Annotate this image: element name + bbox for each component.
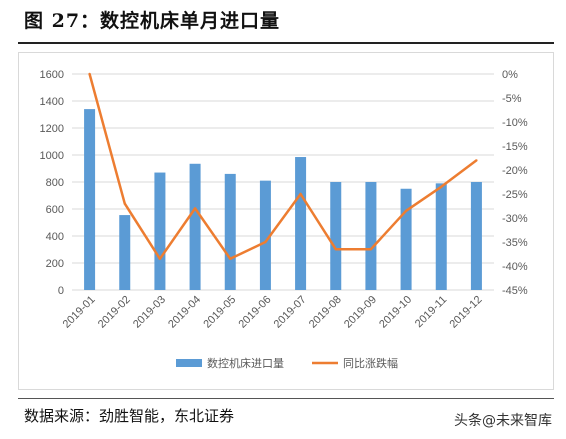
x-tick-label: 2019-09 — [342, 294, 379, 331]
x-tick-label: 2019-12 — [448, 294, 485, 331]
y-left-tick-label: 1000 — [40, 150, 64, 162]
yoy-point — [404, 209, 408, 212]
x-tick-label: 2019-08 — [307, 294, 344, 331]
bar — [189, 163, 201, 290]
x-tick-label: 2019-07 — [272, 294, 309, 331]
yoy-point — [229, 257, 232, 260]
chart-frame — [18, 52, 554, 390]
bar — [119, 215, 131, 290]
x-tick-label: 2019-06 — [237, 294, 274, 331]
y-left-tick-label: 1200 — [40, 123, 64, 135]
yoy-point — [88, 72, 91, 76]
x-tick-label: 2019-10 — [377, 294, 414, 331]
bar — [295, 157, 307, 290]
y-right-tick-label: -20% — [502, 165, 528, 177]
y-right-tick-label: -35% — [502, 237, 528, 249]
x-tick-label: 2019-11 — [413, 294, 449, 330]
yoy-point — [123, 202, 126, 205]
bar — [470, 182, 482, 290]
source-rule — [18, 398, 554, 399]
source-note: 数据来源：劲胜智能，东北证券 — [24, 407, 235, 425]
y-right-tick-label: -30% — [502, 213, 528, 225]
figure-title: 图 27：数控机床单月进口量 — [24, 10, 281, 32]
title-rule — [18, 42, 554, 44]
y-left-tick-label: 0 — [58, 285, 64, 297]
yoy-point — [193, 207, 197, 210]
y-right-tick-label: 0% — [502, 69, 518, 81]
y-left-tick-label: 600 — [46, 204, 64, 216]
legend-label-bar: 数控机床进口量 — [207, 356, 284, 370]
y-right-tick-label: -45% — [502, 285, 528, 297]
bar — [259, 180, 271, 290]
bar — [84, 109, 96, 290]
y-left-tick-label: 1600 — [40, 69, 64, 81]
y-right-tick-label: -15% — [502, 141, 528, 153]
bar — [154, 172, 166, 290]
watermark: 头条@未来智库 — [454, 413, 552, 429]
y-right-tick-label: -40% — [502, 261, 528, 273]
x-tick-label: 2019-03 — [131, 294, 168, 331]
bar — [400, 188, 412, 290]
x-tick-label: 2019-01 — [61, 294, 98, 331]
y-left-tick-label: 1400 — [40, 96, 64, 108]
legend-swatch-bar — [176, 359, 202, 367]
y-left-tick-label: 400 — [46, 231, 64, 243]
y-left-tick-label: 200 — [46, 258, 64, 270]
yoy-point — [158, 257, 162, 260]
yoy-point — [440, 185, 443, 188]
y-left-tick-label: 800 — [46, 177, 64, 189]
yoy-point — [334, 248, 337, 251]
y-right-tick-label: -10% — [502, 117, 528, 129]
bar — [435, 183, 447, 290]
yoy-point — [299, 192, 302, 196]
yoy-line — [88, 73, 478, 261]
x-tick-label: 2019-05 — [201, 294, 238, 331]
x-tick-label: 2019-02 — [96, 294, 133, 331]
y-right-tick-label: -5% — [502, 93, 522, 105]
yoy-point — [475, 159, 478, 162]
bar — [224, 173, 236, 290]
bar — [330, 182, 342, 290]
legend-label-line: 同比涨跌幅 — [343, 356, 398, 370]
x-tick-label: 2019-04 — [166, 294, 203, 331]
bar — [365, 182, 377, 290]
yoy-point — [264, 240, 267, 244]
yoy-point — [369, 248, 373, 251]
y-right-tick-label: -25% — [502, 189, 528, 201]
